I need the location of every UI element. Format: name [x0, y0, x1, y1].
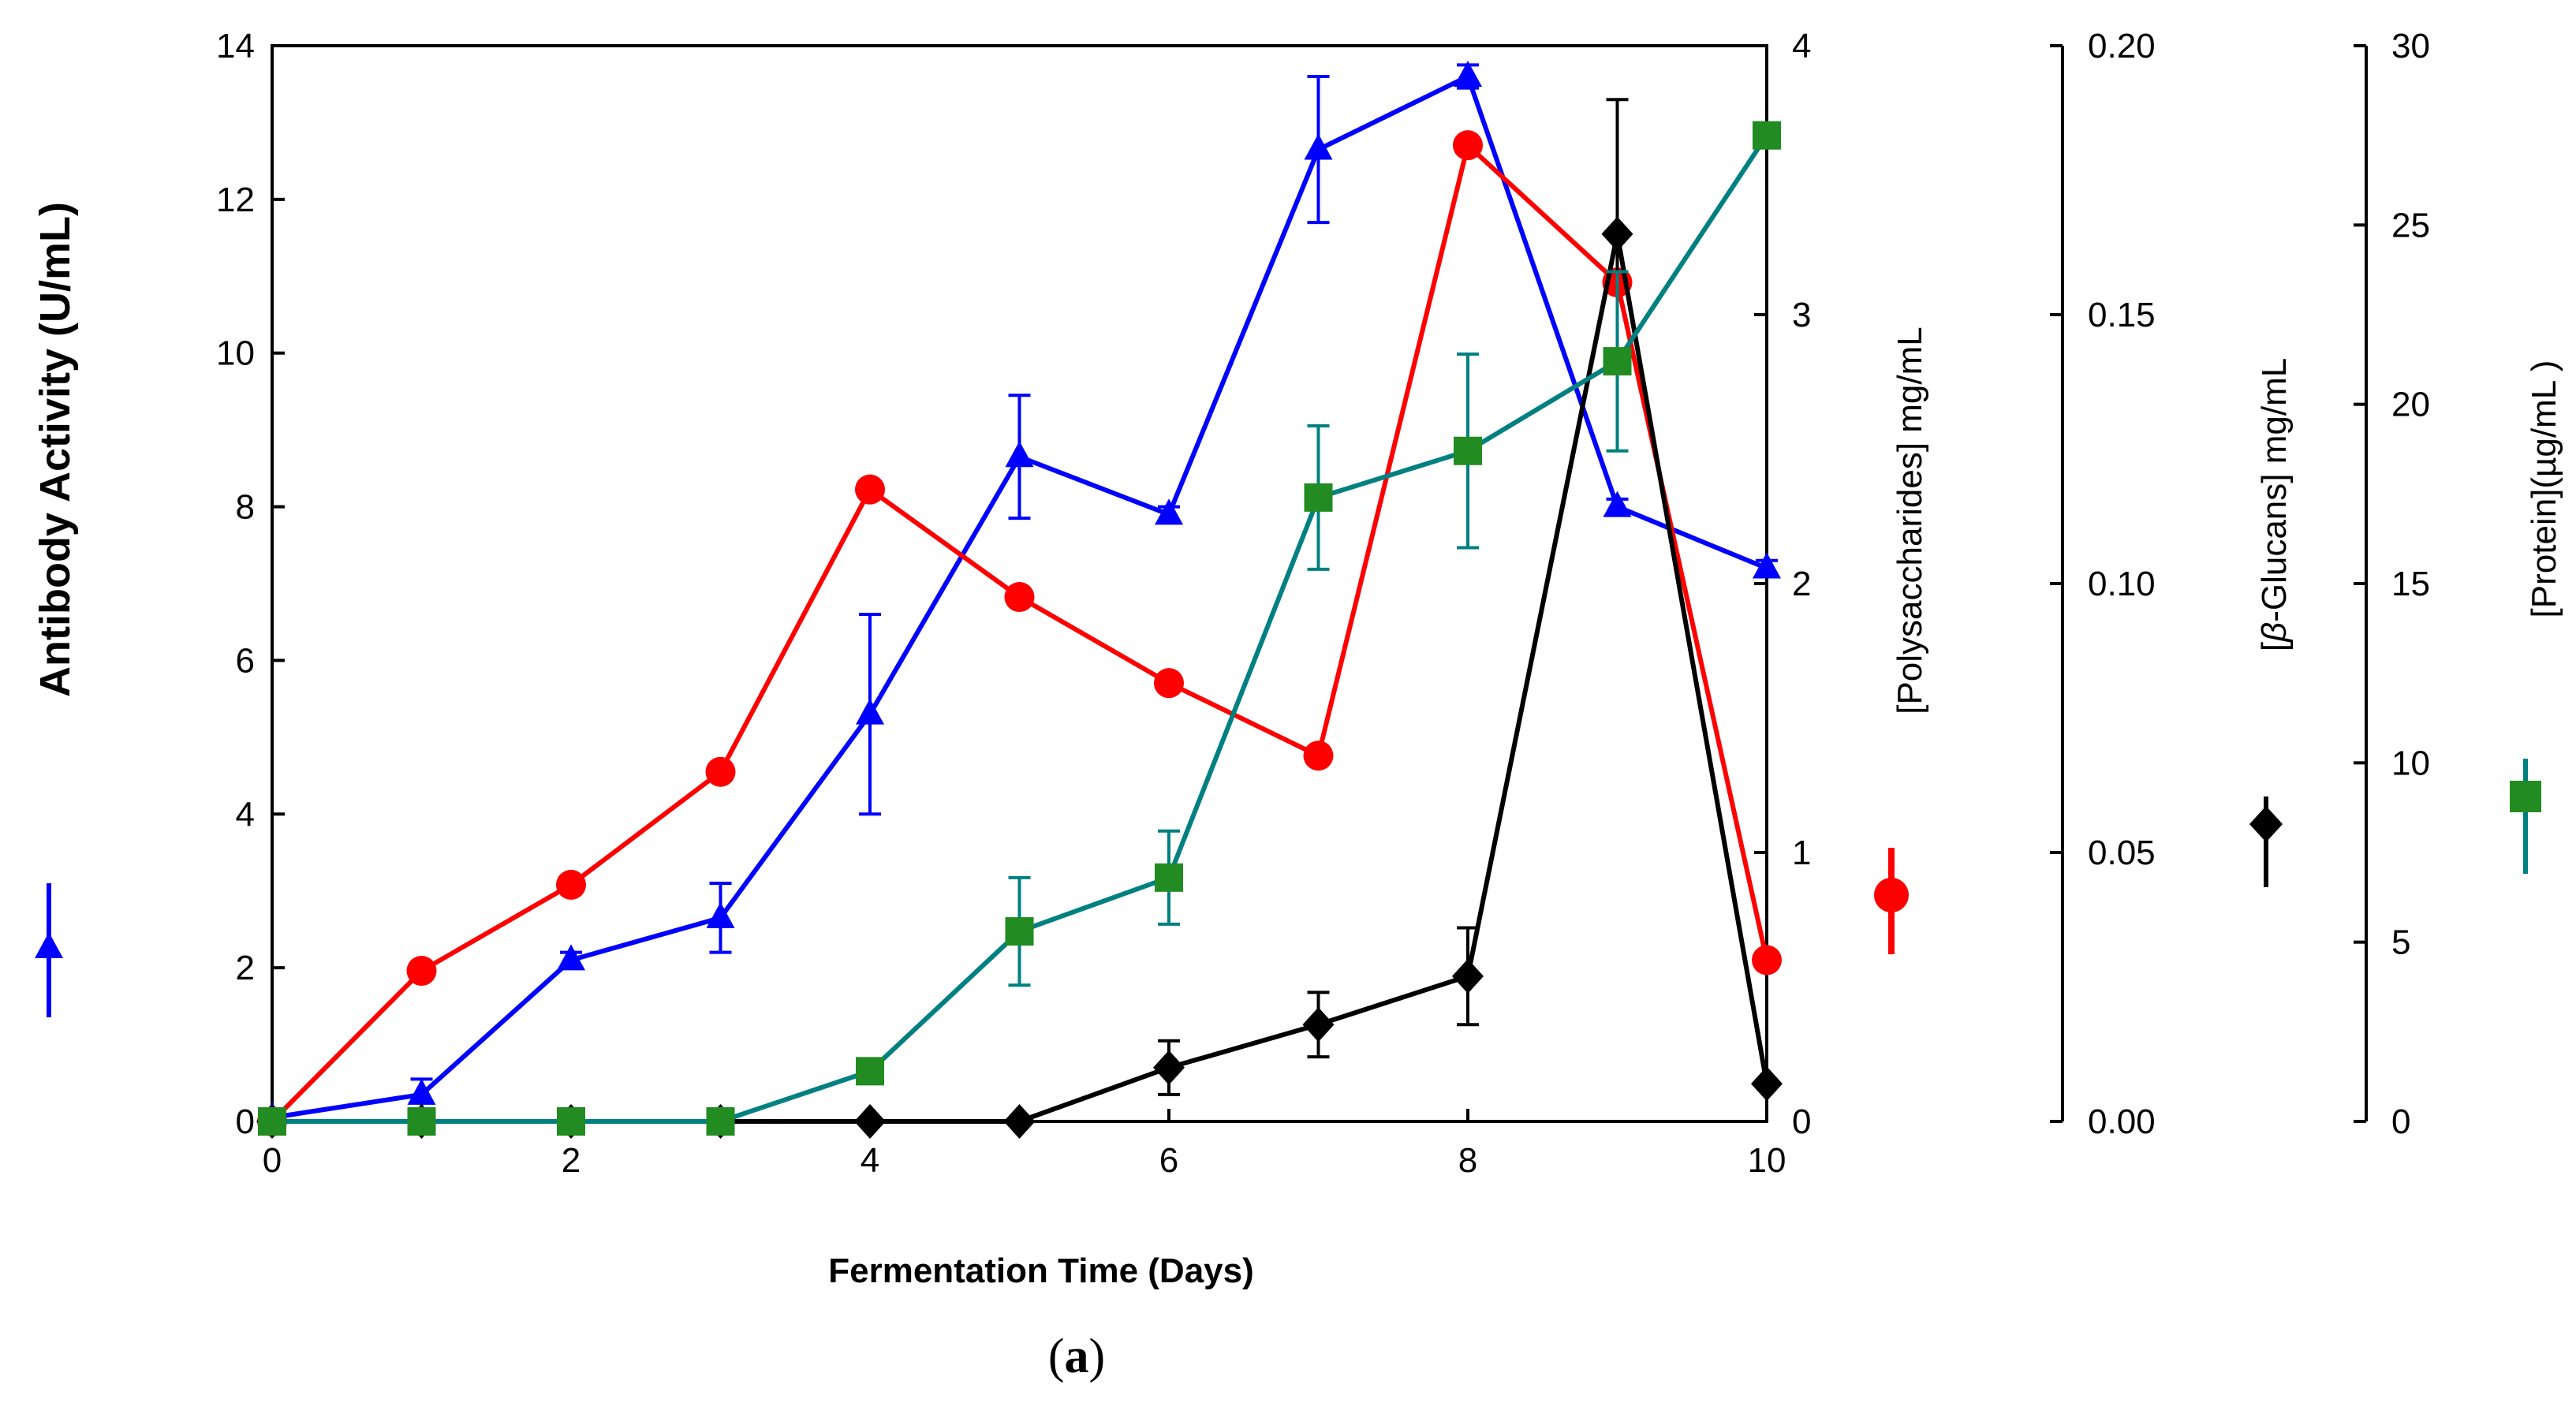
protein-axis-title: [Protein](µg/mL ) [2525, 360, 2563, 618]
protein-point [557, 1107, 585, 1136]
glucans-axis-ticks: 0.00 0.05 0.10 0.15 0.20 [2050, 27, 2156, 1141]
protein-tick-label: 25 [2391, 206, 2430, 244]
antibody-point [1454, 60, 1482, 87]
protein-tick-label: 0 [2391, 1102, 2410, 1141]
protein-point [1753, 121, 1781, 150]
glucans-axis-title: [β-Glucans] mg/mL [2255, 358, 2294, 651]
polysaccharides-tick-label: 3 [1792, 296, 1811, 334]
svg-text:[β-Glucans] mg/mL: [β-Glucans] mg/mL [2255, 358, 2294, 651]
x-tick-label: 8 [1458, 1141, 1477, 1180]
glucans-point [1302, 1007, 1335, 1043]
protein-point [1454, 436, 1482, 465]
x-tick-label: 4 [861, 1141, 879, 1180]
glucans-tick-label: 0.05 [2088, 834, 2156, 872]
glucans-point [1601, 216, 1633, 252]
antibody-axis-ticks: 0 2 4 6 8 10 12 14 [216, 27, 285, 1141]
glucans-tick-label: 0.15 [2088, 296, 2156, 334]
protein-tick-label: 30 [2391, 27, 2430, 65]
antibody-tick-label: 4 [236, 795, 255, 834]
protein-tick-label: 10 [2391, 744, 2430, 782]
antibody-point [1603, 491, 1632, 517]
polysaccharides-legend-key [1874, 848, 1909, 954]
polysaccharides-point [705, 756, 736, 787]
antibody-point [856, 698, 884, 725]
protein-point [258, 1107, 286, 1136]
antibody-point [1005, 441, 1034, 468]
glucans-point [1153, 1050, 1185, 1085]
svg-text:Antibody Activity (U/mL): Antibody Activity (U/mL) [32, 202, 79, 697]
antibody-tick-label: 14 [216, 27, 255, 65]
glucans-tick-label: 0.00 [2088, 1102, 2156, 1141]
antibody-tick-label: 8 [236, 488, 255, 527]
antibody-point [1155, 498, 1183, 525]
x-tick-label: 2 [562, 1141, 581, 1180]
polysaccharides-point [556, 869, 586, 900]
antibody-legend-key [35, 883, 63, 1017]
polysaccharides-point [406, 956, 437, 987]
antibody-tick-label: 6 [236, 641, 255, 680]
x-axis-ticks: 0 2 4 6 8 10 [263, 1109, 1786, 1180]
polysaccharides-tick-label: 0 [1792, 1102, 1811, 1141]
svg-text:[Polysaccharides] mg/mL: [Polysaccharides] mg/mL [1891, 326, 1929, 714]
glucans-point [1003, 1104, 1036, 1139]
polysaccharides-point [1752, 945, 1782, 976]
series-layer [256, 60, 1783, 1139]
triangle-marker-icon [35, 932, 63, 958]
polysaccharides-point [855, 474, 885, 505]
glucans-legend-key [2249, 797, 2283, 887]
glucans-point [854, 1104, 886, 1139]
antibody-point [407, 1078, 436, 1105]
diamond-marker-icon [2249, 806, 2283, 842]
antibody-point [1753, 552, 1781, 579]
protein-point [1155, 863, 1183, 892]
protein-point [1603, 347, 1632, 376]
glucans-tick-label: 0.20 [2088, 27, 2156, 65]
polysaccharides-tick-label: 4 [1792, 27, 1811, 65]
glucans-point [1452, 958, 1484, 994]
polysaccharides-point [1453, 130, 1483, 161]
circle-marker-icon [1874, 878, 1909, 912]
polysaccharides-axis-title: [Polysaccharides] mg/mL [1891, 326, 1929, 714]
antibody-tick-label: 0 [236, 1102, 255, 1141]
x-tick-label: 0 [263, 1141, 282, 1180]
antibody-point [557, 944, 585, 971]
protein-legend-key [2510, 759, 2541, 874]
protein-tick-label: 20 [2391, 386, 2430, 424]
polysaccharides-point [1154, 668, 1184, 699]
antibody-axis-title: Antibody Activity (U/mL) [32, 202, 79, 697]
glucans-line [272, 231, 1769, 1124]
protein-point [856, 1057, 884, 1086]
figure-caption: (a) [1048, 1330, 1105, 1383]
glucans-tick-label: 0.10 [2088, 565, 2156, 603]
protein-point [1005, 917, 1034, 946]
svg-text:[Protein](µg/mL ): [Protein](µg/mL ) [2525, 360, 2563, 618]
antibody-tick-label: 2 [236, 949, 255, 987]
square-marker-icon [2510, 781, 2541, 812]
x-tick-label: 6 [1159, 1141, 1178, 1180]
polysaccharides-point [1303, 741, 1334, 771]
protein-point [706, 1107, 735, 1136]
protein-tick-label: 5 [2391, 923, 2410, 962]
antibody-point [706, 901, 735, 928]
protein-series [258, 121, 1781, 1136]
x-tick-label: 10 [1748, 1141, 1786, 1180]
polysaccharides-tick-label: 2 [1792, 565, 1811, 603]
glucans-point [1751, 1066, 1783, 1102]
protein-point [1304, 483, 1333, 512]
x-axis-title: Fermentation Time (Days) [828, 1252, 1254, 1290]
protein-tick-label: 15 [2391, 565, 2430, 603]
protein-axis-ticks: 0 5 10 15 20 25 30 [2354, 27, 2430, 1141]
polysaccharides-tick-label: 1 [1792, 834, 1811, 872]
antibody-tick-label: 12 [216, 181, 255, 219]
antibody-tick-label: 10 [216, 334, 255, 373]
protein-point [407, 1107, 436, 1136]
polysaccharides-axis-ticks: 0 1 2 3 4 [1754, 27, 1811, 1141]
polysaccharides-point [1004, 582, 1035, 613]
antibody-point [1304, 133, 1333, 160]
